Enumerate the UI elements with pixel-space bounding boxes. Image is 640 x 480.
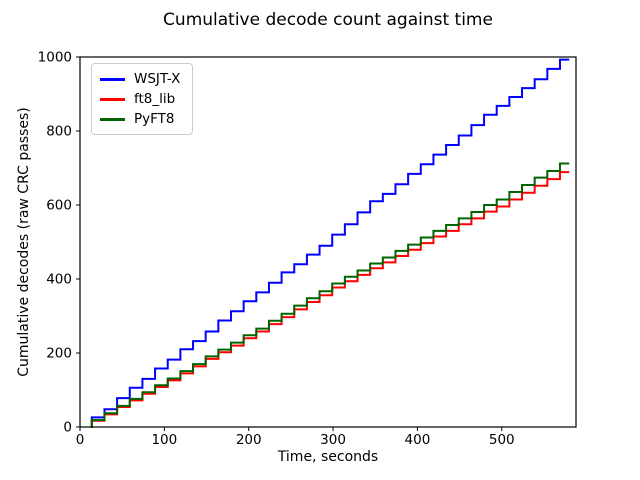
legend-line-sample-ft8lib — [100, 97, 125, 101]
y-tick-label: 800 — [46, 124, 72, 140]
axes-frame — [79, 56, 577, 428]
x-tick-label: 0 — [76, 432, 85, 448]
series-line-WSJT-X — [90, 58, 570, 428]
y-tick-label: 400 — [46, 272, 72, 288]
legend-line-sample-wsjtx — [100, 77, 125, 81]
y-tick-label: 200 — [46, 346, 72, 362]
legend-label-ft8lib: ft8_lib — [134, 91, 176, 107]
legend-entry-ft8lib: ft8_lib — [100, 89, 180, 109]
x-tick-label: 500 — [489, 432, 515, 448]
x-axis-label: Time, seconds — [277, 449, 379, 465]
legend-entry-wsjtx: WSJT-X — [100, 69, 180, 89]
x-tick-label: 300 — [320, 432, 346, 448]
x-tick-label: 400 — [405, 432, 431, 448]
legend-entry-pyft8: PyFT8 — [100, 109, 180, 129]
series-line-PyFT8 — [90, 162, 570, 428]
legend: WSJT-X ft8_lib PyFT8 — [91, 63, 194, 135]
y-tick-label: 1000 — [38, 50, 72, 66]
x-tick-label: 100 — [151, 432, 177, 448]
legend-label-wsjtx: WSJT-X — [134, 71, 181, 87]
series-line-ft8_lib — [90, 171, 570, 428]
x-tick-label: 200 — [236, 432, 262, 448]
chart-title: Cumulative decode count against time — [163, 10, 493, 30]
y-tick-label: 0 — [63, 420, 72, 436]
y-tick-label: 600 — [46, 198, 72, 214]
y-axis-label: Cumulative decodes (raw CRC passes) — [16, 107, 32, 377]
legend-line-sample-pyft8 — [100, 117, 125, 121]
legend-label-pyft8: PyFT8 — [134, 111, 175, 127]
